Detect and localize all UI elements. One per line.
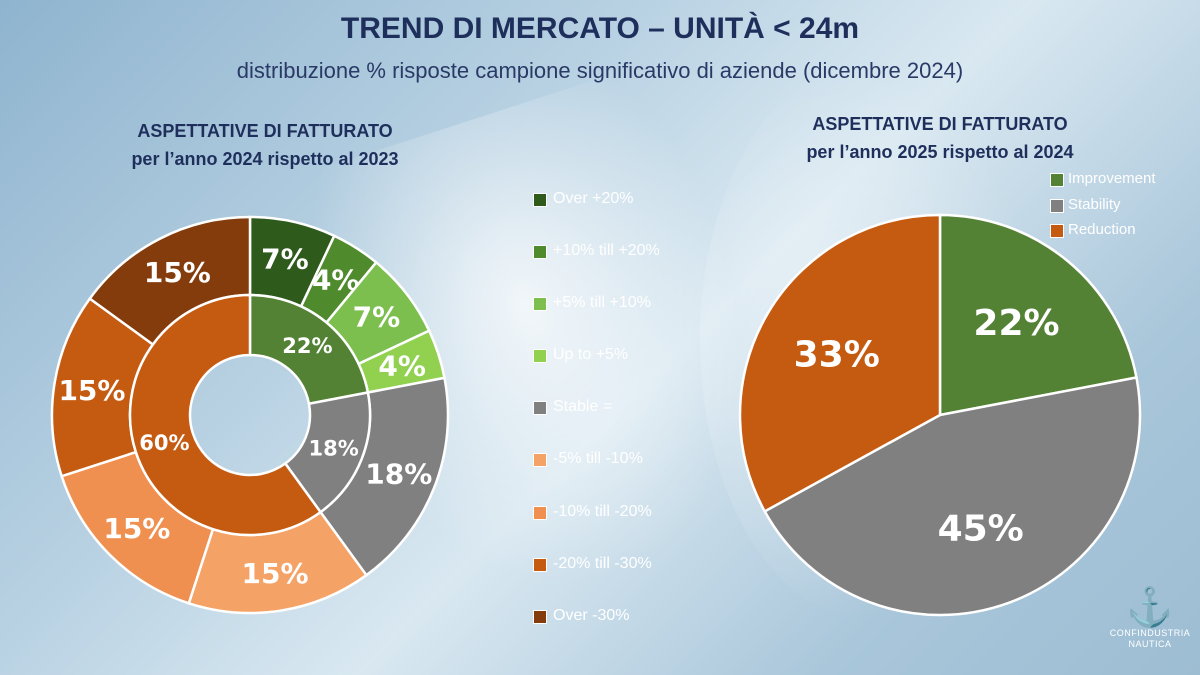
- legend-label: Over +20%: [553, 190, 634, 207]
- page-title: TREND DI MERCATO – UNITÀ < 24m: [340, 12, 860, 45]
- legend-swatch: [533, 505, 547, 520]
- outer-label-stable: 18%: [365, 458, 432, 491]
- legend-label: +10% till +20%: [553, 242, 660, 260]
- logo-line2: NAUTICA: [1128, 639, 1172, 649]
- pie2025-slice-improvement: [938, 213, 1138, 417]
- pie2025-label-reduction: 33%: [794, 335, 880, 376]
- legend-swatch: [533, 453, 547, 468]
- legend-label: Reduction: [1068, 221, 1136, 238]
- legend-label: Stability: [1068, 195, 1121, 213]
- chart-title-2025: ASPETTATIVE DI FATTURATO per l’anno 2025…: [730, 110, 1150, 166]
- pie2025-label-improvement: 22%: [973, 303, 1059, 344]
- outer-label-over-30: 15%: [144, 256, 211, 289]
- inner-slice-reduction: [128, 293, 323, 537]
- pie2025-label-stability: 45%: [938, 509, 1024, 550]
- legend-label: Stable =: [553, 398, 613, 416]
- legend-label: -20% till -30%: [553, 554, 652, 572]
- logo-line1: CONFINDUSTRIA: [1109, 628, 1191, 638]
- legend-swatch: [533, 609, 547, 624]
- legend-swatch: [1050, 198, 1064, 213]
- outer-label-10-till-20: 15%: [103, 512, 170, 545]
- legend-swatch: [533, 401, 547, 416]
- chart-title-line1: ASPETTATIVE DI FATTURATO: [137, 121, 393, 141]
- inner-label-stability: 18%: [309, 436, 359, 460]
- legend-label: -10% till -20%: [553, 502, 652, 520]
- inner-slice-improvement: [248, 293, 370, 406]
- chart-title-2024: ASPETTATIVE DI FATTURATO per l’anno 2024…: [55, 117, 475, 173]
- inner-label-reduction: 60%: [139, 431, 189, 455]
- pie2025-slice-reduction: [738, 213, 942, 514]
- legend-swatch: [533, 557, 547, 572]
- chart-title-line1: ASPETTATIVE DI FATTURATO: [812, 114, 1068, 134]
- legend-swatch: [533, 297, 547, 312]
- legend-swatch: [1050, 224, 1064, 238]
- legend-label: -5% till -10%: [553, 450, 643, 468]
- outer-label-20-till-30: 15%: [58, 374, 125, 407]
- chart-title-line2: per l’anno 2025 rispetto al 2024: [806, 142, 1074, 162]
- anchor-icon: ⚓: [1126, 587, 1174, 629]
- legend-label: +5% till +10%: [553, 294, 651, 312]
- legend-label: Improvement: [1068, 170, 1156, 187]
- chart-title-line2: per l’anno 2024 rispetto al 2023: [131, 149, 399, 169]
- legend-swatch: [1050, 173, 1064, 187]
- pie2025-slice-stability: [763, 376, 1142, 617]
- outer-label-over-20: 7%: [261, 243, 309, 276]
- legend-label: Up to +5%: [553, 346, 629, 364]
- legend-label: Over -30%: [553, 606, 630, 624]
- legend-swatch: [533, 349, 547, 364]
- outer-label-5-till-10: 7%: [353, 301, 401, 334]
- legend-swatch: [533, 193, 547, 207]
- legend-swatch: [533, 245, 547, 260]
- inner-label-improvement: 22%: [282, 334, 332, 358]
- outer-label-5-till-10: 15%: [242, 557, 309, 590]
- confindustria-nautica-logo: ⚓ CONFINDUSTRIA NAUTICA: [1105, 588, 1195, 650]
- page-subtitle: distribuzione % risposte campione signif…: [236, 58, 964, 83]
- outer-label-up-to-5: 4%: [378, 349, 426, 382]
